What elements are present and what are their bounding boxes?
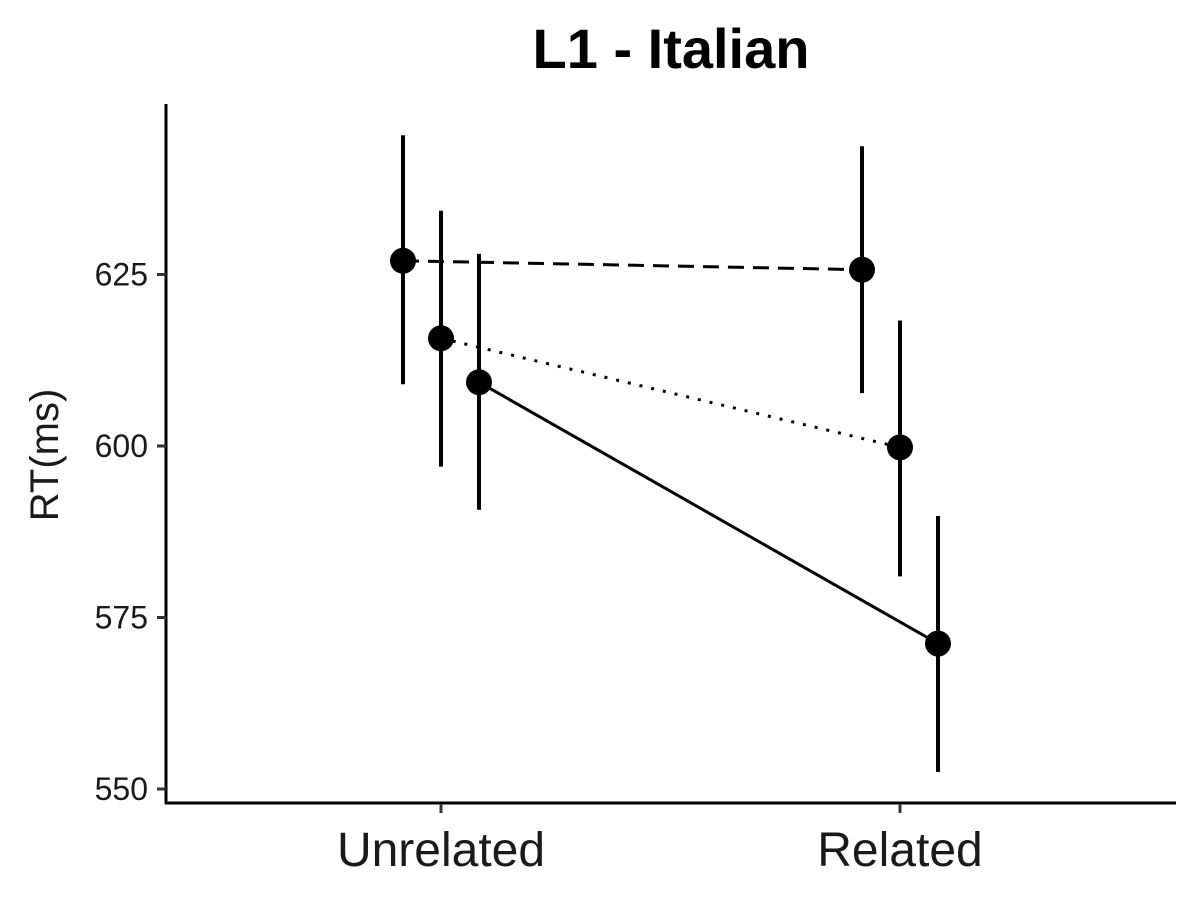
data-point [925, 630, 951, 657]
error-bars [401, 135, 940, 772]
x-tick-label: Unrelated [337, 824, 545, 877]
data-point [390, 247, 416, 274]
y-tick-label: 575 [95, 600, 148, 636]
series-line-dotted [440, 336, 901, 449]
x-ticks: Unrelated Related [337, 804, 983, 877]
series-line-dashed [402, 259, 863, 272]
y-tick-label: 550 [95, 771, 148, 807]
data-point [466, 369, 492, 396]
data-point [849, 256, 875, 283]
chart-title: L1 - Italian [533, 17, 810, 80]
x-tick-label: Related [817, 824, 982, 877]
y-tick-label: 600 [95, 428, 148, 464]
data-points [390, 247, 951, 657]
series-line-solid [478, 380, 939, 645]
y-axis-label: RT(ms) [23, 389, 67, 522]
data-point [428, 325, 454, 352]
y-ticks: 550 575 600 625 [95, 257, 166, 807]
y-tick-label: 625 [95, 257, 148, 293]
data-point [887, 434, 913, 461]
series-lines [402, 259, 939, 645]
